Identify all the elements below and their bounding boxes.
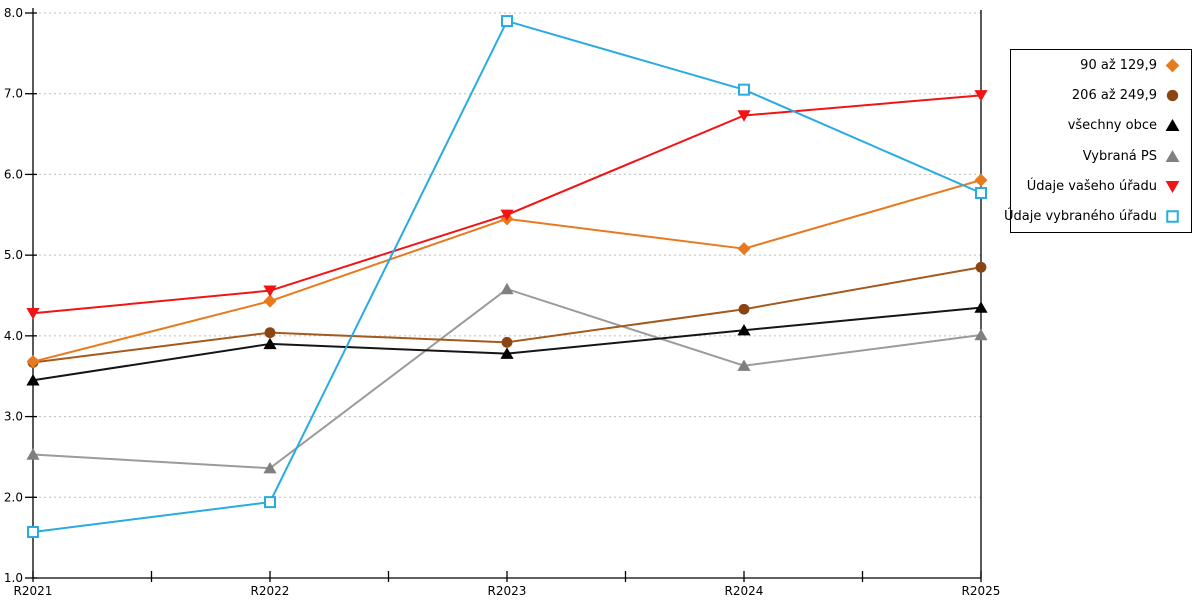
legend-marker-diamond-icon xyxy=(1165,58,1180,72)
x-tick-label: R2024 xyxy=(725,584,764,598)
y-tick-label: 1.0 xyxy=(4,571,23,585)
legend-item: Údaje vybraného úřadu xyxy=(1004,202,1191,232)
triangle-down-marker-icon xyxy=(737,110,751,122)
y-tick-label: 5.0 xyxy=(4,248,23,262)
legend-label: Údaje vašeho úřadu xyxy=(1026,178,1157,194)
circle-marker-icon xyxy=(1166,89,1179,102)
series-line xyxy=(32,288,982,470)
triangle-up-marker-icon xyxy=(737,324,751,336)
legend-label: všechny obce xyxy=(1067,118,1157,134)
y-tick-label: 6.0 xyxy=(4,167,23,181)
y-tick-label: 4.0 xyxy=(4,329,23,343)
square-open-marker-icon xyxy=(738,83,750,96)
triangle-up-marker-icon xyxy=(974,301,988,313)
diamond-marker-icon xyxy=(263,294,277,308)
x-tick-label: R2022 xyxy=(251,584,290,598)
circle-marker-icon xyxy=(975,261,987,273)
x-tick-label: R2025 xyxy=(962,584,1001,598)
x-tick-label: R2021 xyxy=(14,584,53,598)
square-open-marker-icon xyxy=(27,525,39,538)
legend-item: 206 až 249,9 xyxy=(1011,80,1191,110)
legend-marker-triangle-up-icon xyxy=(1165,149,1180,162)
legend-label: Údaje vybraného úřadu xyxy=(1003,209,1157,225)
diamond-marker-icon xyxy=(26,355,40,369)
square-open-marker-icon xyxy=(264,496,276,509)
triangle-up-marker-icon xyxy=(1165,149,1180,162)
triangle-down-marker-icon xyxy=(974,90,988,102)
legend-label: 90 až 129,9 xyxy=(1080,57,1157,73)
circle-marker-icon xyxy=(264,327,276,339)
legend-item: 90 až 129,9 xyxy=(1011,50,1191,80)
diamond-marker-icon xyxy=(737,242,751,256)
triangle-up-marker-icon xyxy=(263,462,277,474)
circle-marker-icon xyxy=(738,303,750,315)
y-tick-label: 7.0 xyxy=(4,87,23,101)
legend-marker-triangle-down-icon xyxy=(1165,181,1180,193)
triangle-up-marker-icon xyxy=(974,328,988,341)
legend-marker-circle-icon xyxy=(1166,89,1179,102)
y-tick-label: 3.0 xyxy=(4,410,23,424)
triangle-down-marker-icon xyxy=(1165,181,1180,193)
triangle-down-marker-icon xyxy=(263,285,277,297)
square-open-marker-icon xyxy=(501,15,513,28)
diamond-marker-icon xyxy=(974,173,988,187)
legend-item: Vybraná PS xyxy=(1011,141,1191,171)
circle-marker-icon xyxy=(501,336,513,348)
triangle-up-marker-icon xyxy=(737,359,751,371)
y-tick-label: 8.0 xyxy=(4,6,23,20)
legend-item: všechny obce xyxy=(1011,111,1191,141)
legend-label: 206 až 249,9 xyxy=(1071,87,1157,103)
triangle-up-marker-icon xyxy=(26,374,40,386)
series-line xyxy=(32,94,982,315)
triangle-down-marker-icon xyxy=(500,209,514,221)
triangle-down-marker-icon xyxy=(26,308,40,320)
square-open-marker-icon xyxy=(1166,210,1179,224)
legend-item: Údaje vašeho úřadu xyxy=(1011,171,1191,201)
diamond-marker-icon xyxy=(1165,58,1180,72)
triangle-up-marker-icon xyxy=(1165,119,1180,132)
square-open-marker-icon xyxy=(975,186,987,199)
triangle-up-marker-icon xyxy=(500,282,514,295)
legend-marker-square-open-icon xyxy=(1166,210,1179,224)
triangle-up-marker-icon xyxy=(263,337,277,350)
triangle-up-marker-icon xyxy=(26,448,40,460)
x-tick-label: R2023 xyxy=(488,584,527,598)
y-tick-label: 2.0 xyxy=(4,490,23,504)
legend-label: Vybraná PS xyxy=(1082,148,1157,164)
chart-legend: 90 až 129,9 206 až 249,9 všechny obce Vybra… xyxy=(1004,49,1192,233)
legend-marker-triangle-up-icon xyxy=(1165,119,1180,132)
series-line xyxy=(32,179,982,363)
series-line xyxy=(32,20,982,533)
triangle-up-marker-icon xyxy=(500,347,514,359)
